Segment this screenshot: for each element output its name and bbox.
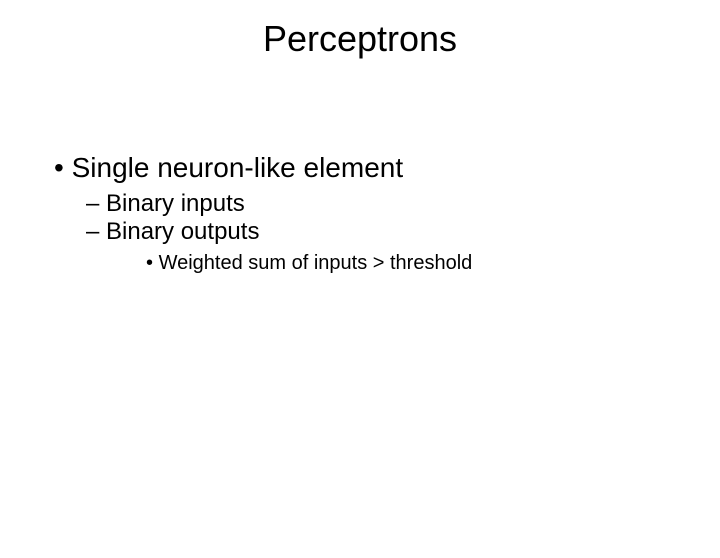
slide-body: Single neuron-like element Binary inputs… (54, 152, 472, 275)
bullet-l1-item: Single neuron-like element Binary inputs… (54, 152, 472, 275)
bullet-l3-text: Weighted sum of inputs > threshold (159, 252, 473, 274)
slide-title: Perceptrons (0, 18, 720, 60)
bullet-l2-item: Binary outputs Weighted sum of inputs > … (86, 218, 472, 275)
bullet-l2-text: Binary inputs (106, 190, 245, 217)
slide: Perceptrons Single neuron-like element B… (0, 18, 720, 558)
bullet-list-l2: Binary inputs Binary outputs Weighted su… (86, 190, 472, 275)
bullet-list-l1: Single neuron-like element Binary inputs… (54, 152, 472, 275)
bullet-l3-item: Weighted sum of inputs > threshold (146, 252, 472, 275)
bullet-l1-text: Single neuron-like element (72, 152, 404, 183)
bullet-l2-item: Binary inputs (86, 190, 472, 218)
bullet-list-l3: Weighted sum of inputs > threshold (146, 252, 472, 275)
bullet-l2-text: Binary outputs (106, 218, 259, 245)
